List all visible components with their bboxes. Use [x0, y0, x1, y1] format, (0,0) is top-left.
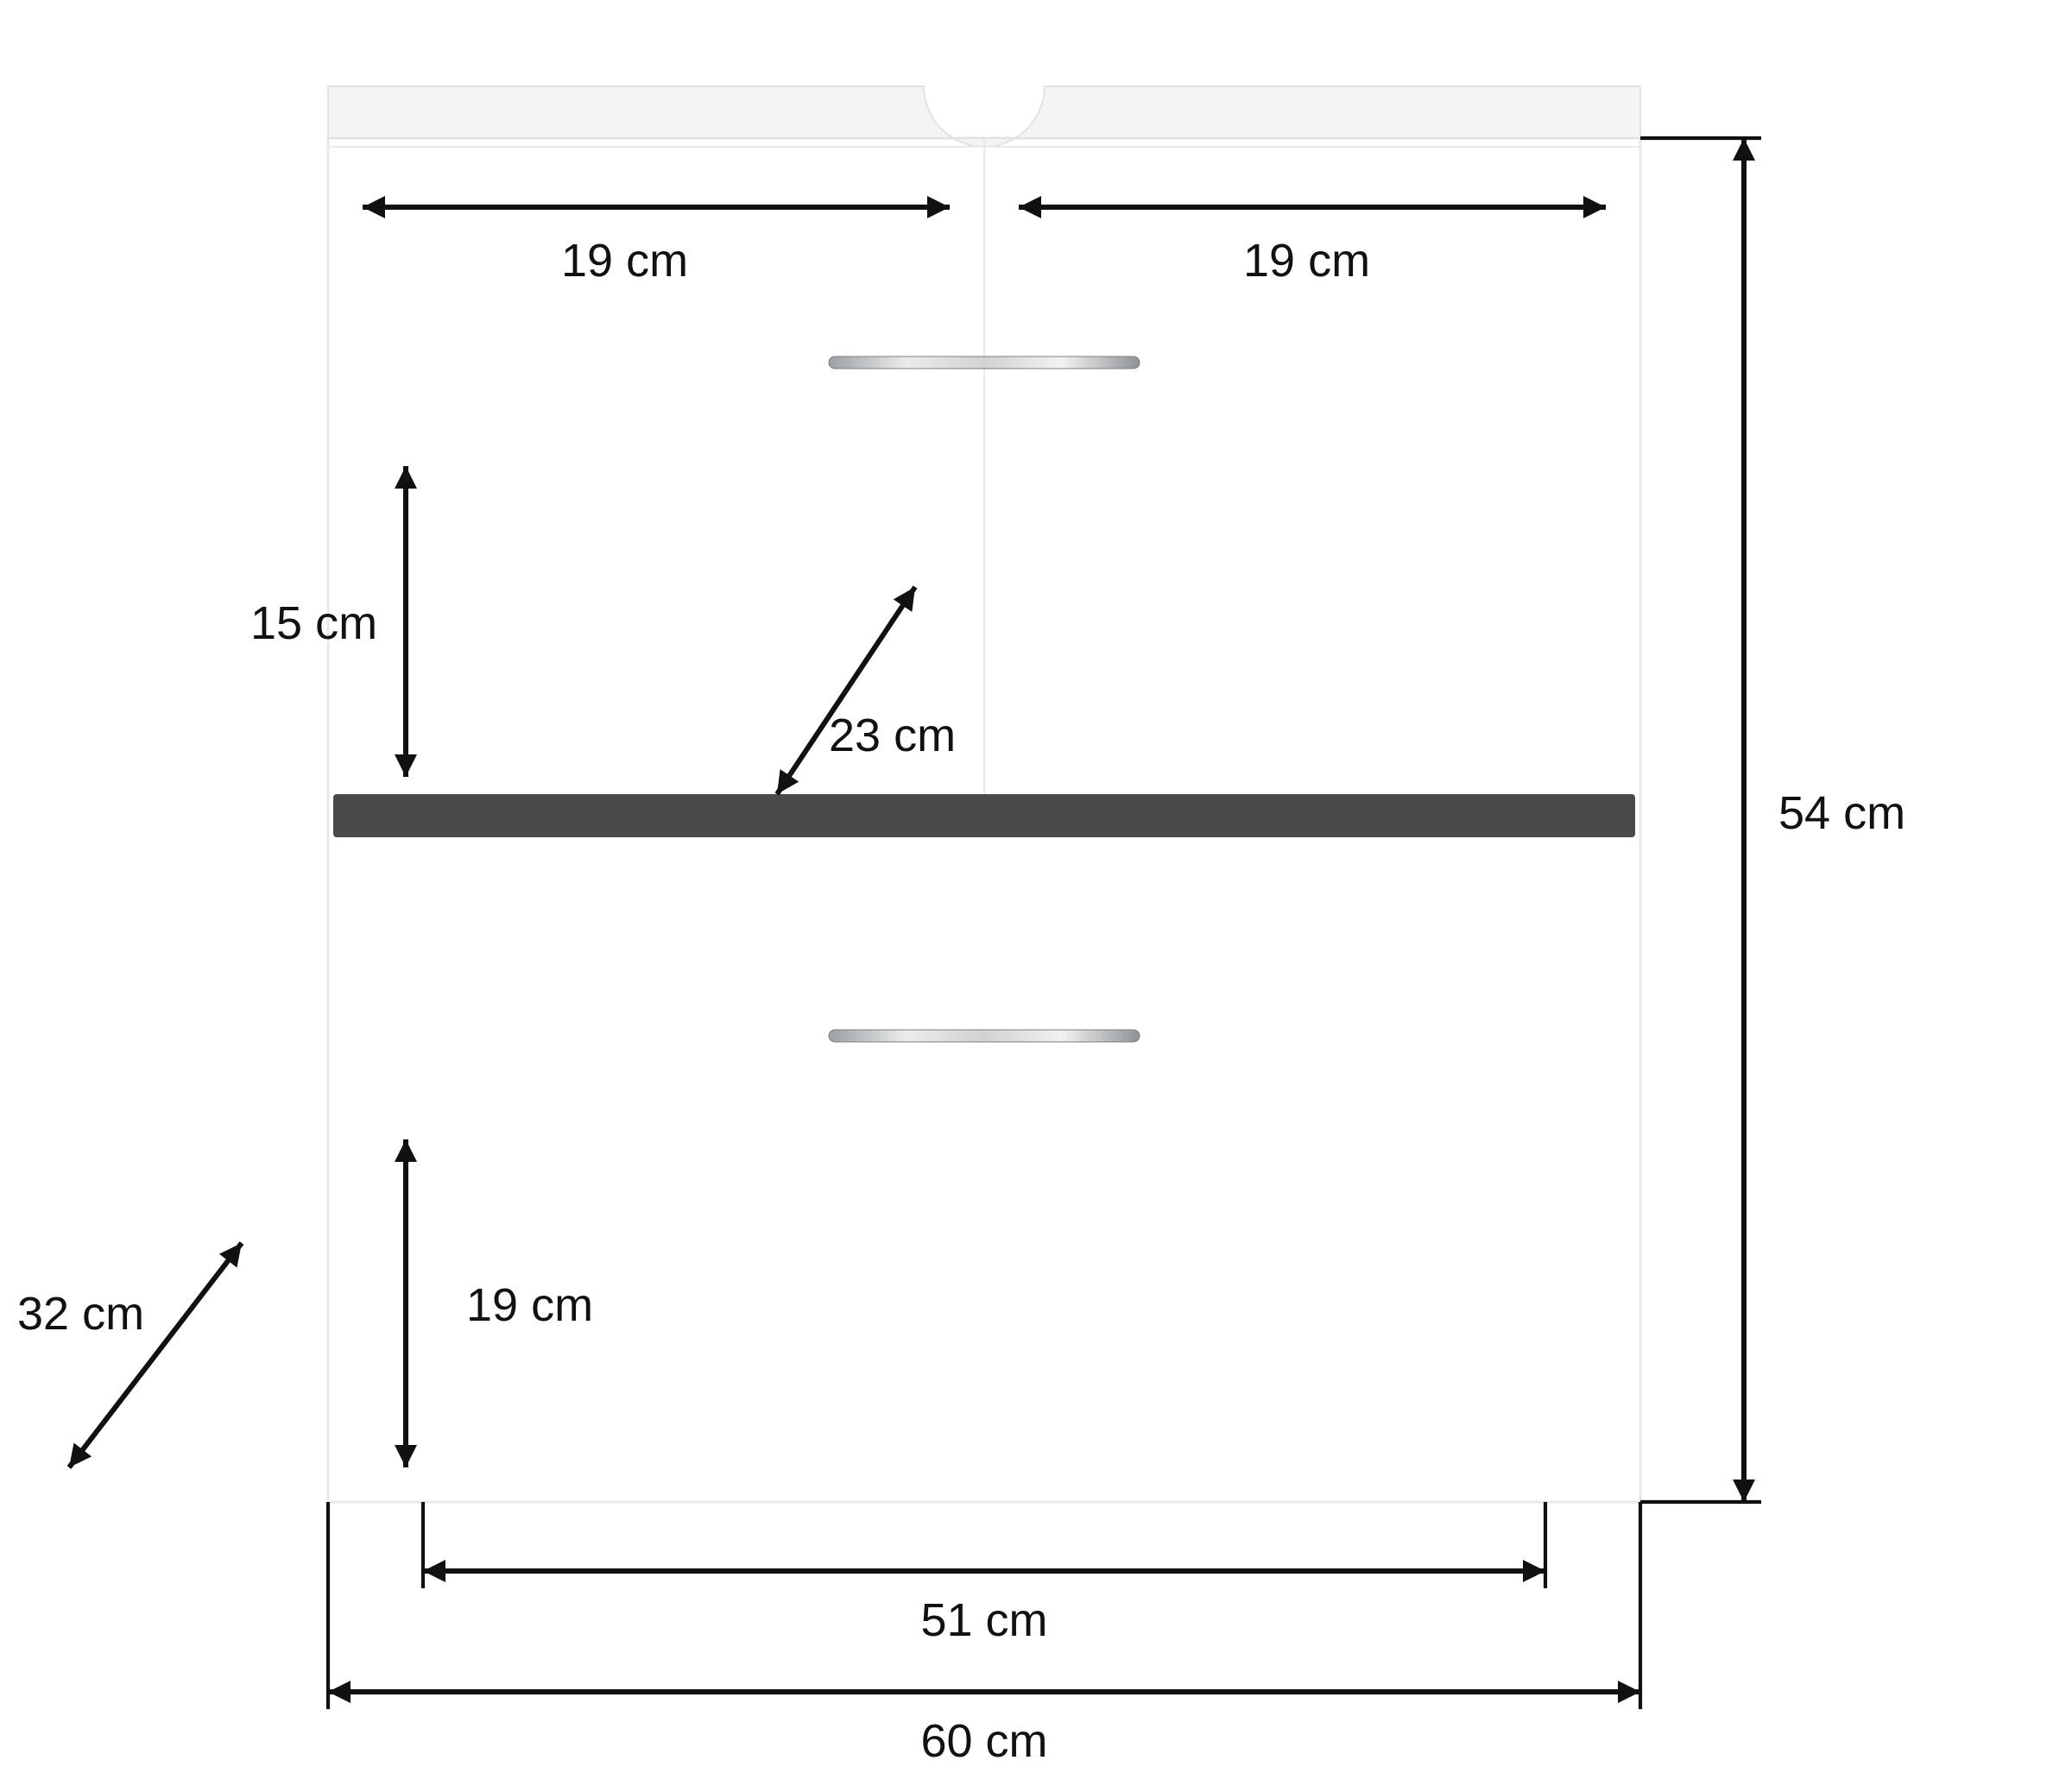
dim-label-overall-width-60: 60 cm — [920, 1715, 1047, 1767]
handle-2 — [829, 1030, 1140, 1042]
dim-label-upper-drawer-height-15: 15 cm — [250, 597, 377, 649]
dim-label-top-left-19: 19 cm — [561, 235, 688, 287]
dim-label-top-right-19: 19 cm — [1243, 235, 1370, 287]
drawer-gap — [333, 794, 1635, 837]
dim-label-overall-height-54: 54 cm — [1778, 787, 1905, 839]
dim-label-inner-width-51: 51 cm — [920, 1594, 1047, 1646]
dim-label-depth-32: 32 cm — [17, 1288, 144, 1340]
dim-label-lower-drawer-height-19: 19 cm — [466, 1279, 593, 1331]
handle-1 — [829, 356, 1140, 369]
dim-label-depth-23: 23 cm — [829, 710, 956, 761]
